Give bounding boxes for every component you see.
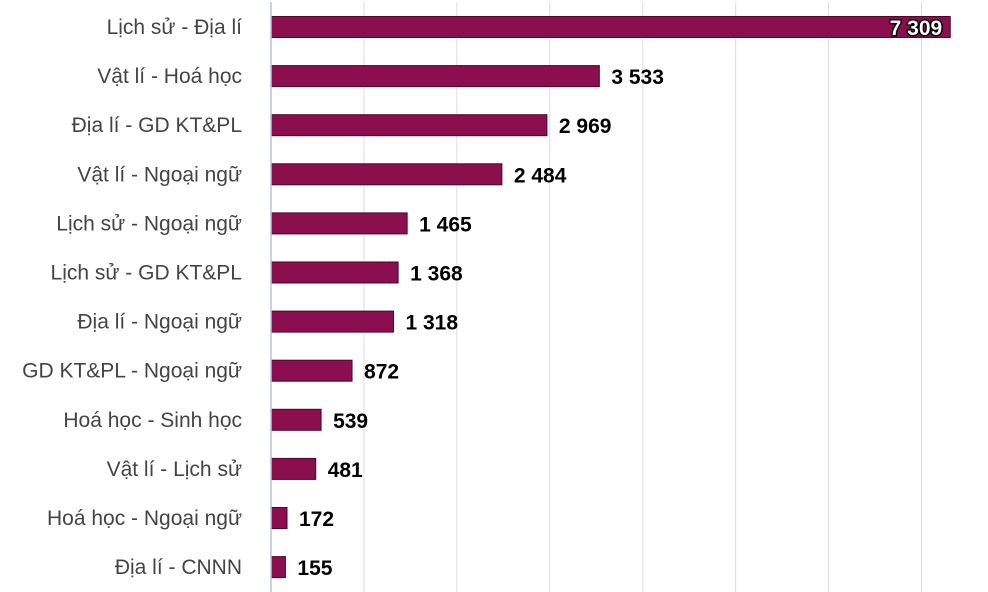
value-label-8: 539 xyxy=(333,410,368,433)
value-label-9: 481 xyxy=(328,459,363,482)
category-label-3: Vật lí - Ngoại ngữ xyxy=(77,163,242,186)
bar-3 xyxy=(270,163,503,186)
category-label-0: Lịch sử - Địa lí xyxy=(107,16,243,39)
value-label-7: 872 xyxy=(364,361,399,384)
bar-10 xyxy=(270,507,288,529)
category-label-11: Địa lí - CNNN xyxy=(115,556,242,579)
value-label-2: 2 969 xyxy=(559,115,612,138)
bar-5 xyxy=(270,261,399,284)
bars xyxy=(270,16,951,579)
category-label-8: Hoá học - Sinh học xyxy=(63,409,242,432)
bar-9 xyxy=(270,457,317,480)
bar-8 xyxy=(270,408,322,431)
value-label-11: 155 xyxy=(297,557,332,580)
value-label-5: 1 368 xyxy=(410,263,463,286)
category-label-4: Lịch sử - Ngoại ngữ xyxy=(56,212,242,235)
bar-7 xyxy=(270,359,353,382)
value-label-3: 2 484 xyxy=(514,164,567,187)
value-label-4: 1 465 xyxy=(419,213,472,236)
bar-4 xyxy=(270,212,408,235)
labels: Lịch sử - Địa lí 7 309 Vật lí - Hoá học 3 5… xyxy=(22,16,944,581)
value-label-6: 1 318 xyxy=(405,312,458,335)
category-label-1: Vật lí - Hoá học xyxy=(97,65,242,88)
bar-0 xyxy=(270,16,951,38)
category-label-2: Địa lí - GD KT&PL xyxy=(72,114,242,137)
category-label-7: GD KT&PL - Ngoại ngữ xyxy=(22,360,242,383)
category-label-6: Địa lí - Ngoại ngữ xyxy=(77,311,242,334)
value-label-0: 7 309 xyxy=(890,17,943,40)
bar-2 xyxy=(270,114,548,137)
grid-lines xyxy=(363,2,923,592)
bar-11 xyxy=(270,556,286,579)
bar-6 xyxy=(270,310,394,333)
category-label-9: Vật lí - Lịch sử xyxy=(107,458,242,481)
value-label-1: 3 533 xyxy=(611,66,664,89)
value-label-10: 172 xyxy=(299,508,334,531)
category-label-10: Hoá học - Ngoại ngữ xyxy=(47,507,242,530)
category-label-5: Lịch sử - GD KT&PL xyxy=(51,262,242,285)
bar-1 xyxy=(270,65,600,88)
